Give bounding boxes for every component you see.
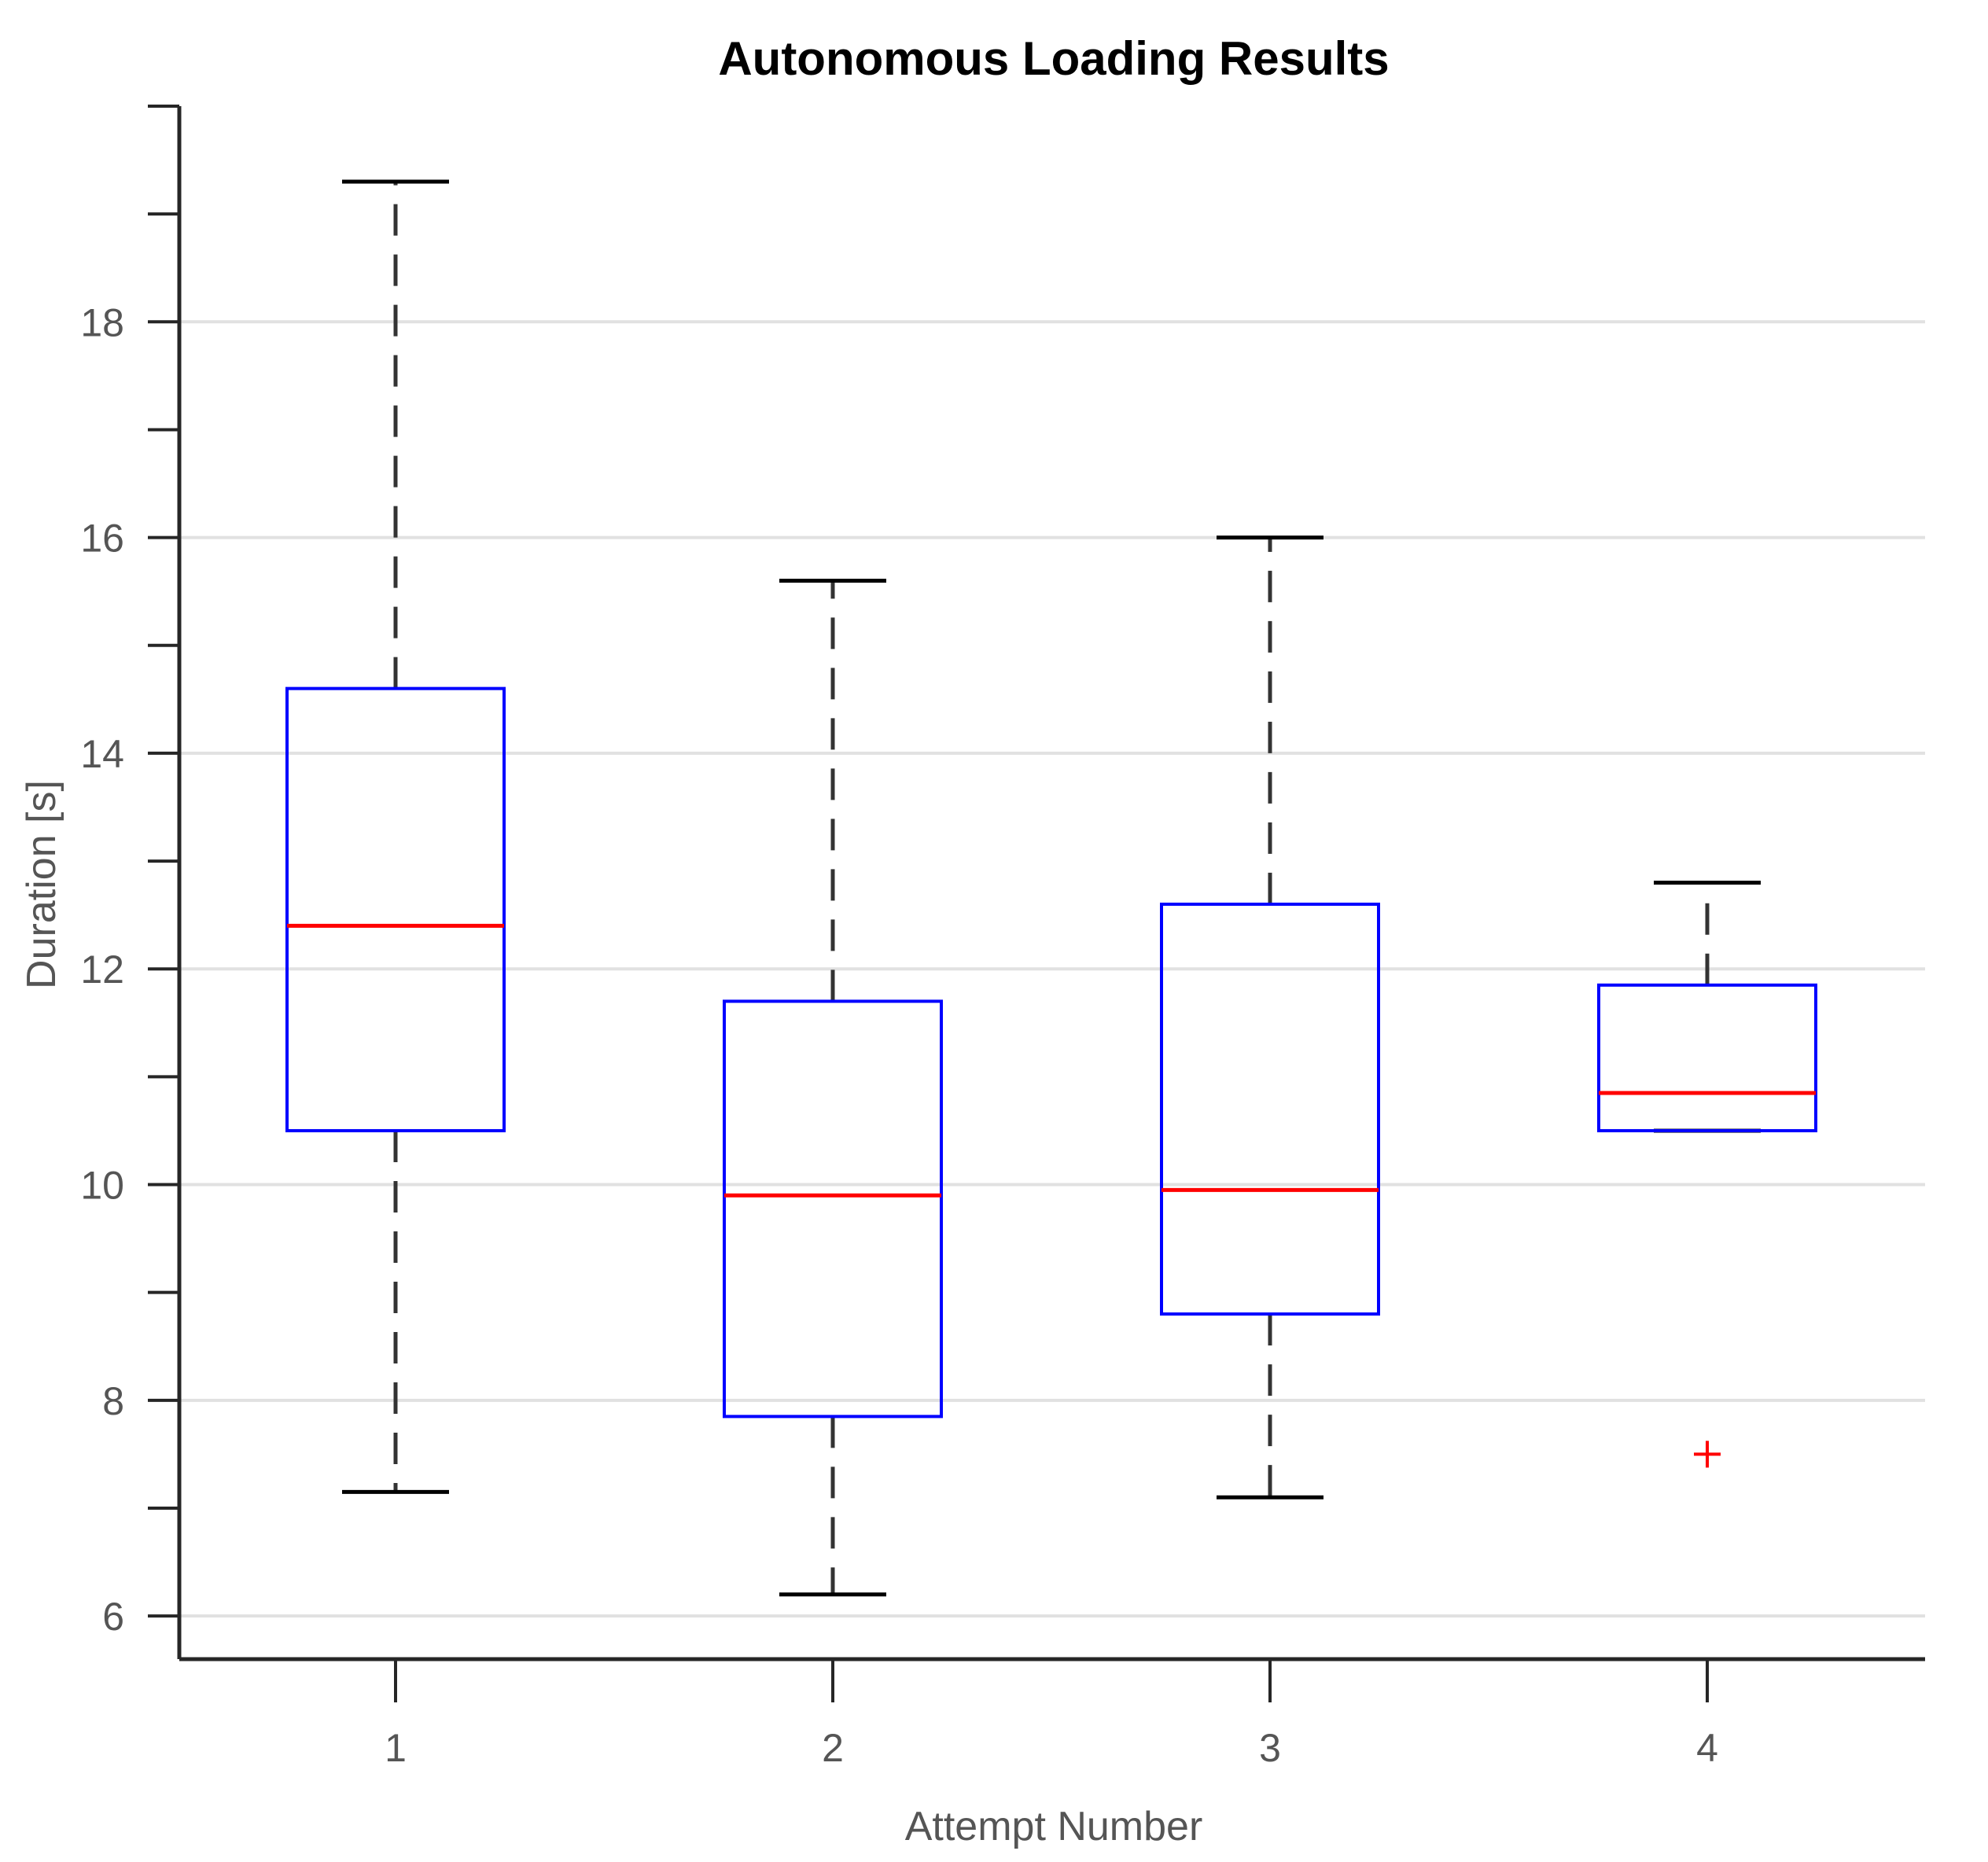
y-tick-label: 16 (80, 517, 124, 561)
y-tick-label: 18 (80, 300, 124, 344)
chart-title: Autonomous Loading Results (718, 32, 1389, 85)
x-tick-label: 1 (385, 1726, 407, 1770)
box-iqr (723, 999, 943, 1419)
box-iqr (1597, 983, 1817, 1132)
x-tick-label: 3 (1259, 1726, 1281, 1770)
box-group-1 (285, 179, 506, 1494)
box-group-2 (723, 578, 943, 1597)
box-group-3 (1160, 535, 1380, 1500)
x-tick-label: 4 (1696, 1726, 1718, 1770)
x-tick-label: 2 (822, 1726, 844, 1770)
y-tick-label: 14 (80, 732, 124, 776)
box-iqr (1160, 902, 1380, 1316)
y-tick-label: 8 (102, 1379, 124, 1423)
box-iqr (285, 686, 506, 1132)
y-axis-label: Duration [s] (19, 780, 64, 989)
grid-lines (179, 320, 1925, 1618)
outlier-marker (1694, 1441, 1721, 1468)
y-tick-label: 10 (80, 1164, 124, 1208)
y-tick-label: 6 (102, 1595, 124, 1639)
x-axis-label: Attempt Number (905, 1804, 1203, 1849)
y-tick-label: 12 (80, 948, 124, 992)
box-plot-series (285, 179, 1817, 1597)
box-group-4 (1597, 881, 1817, 1468)
